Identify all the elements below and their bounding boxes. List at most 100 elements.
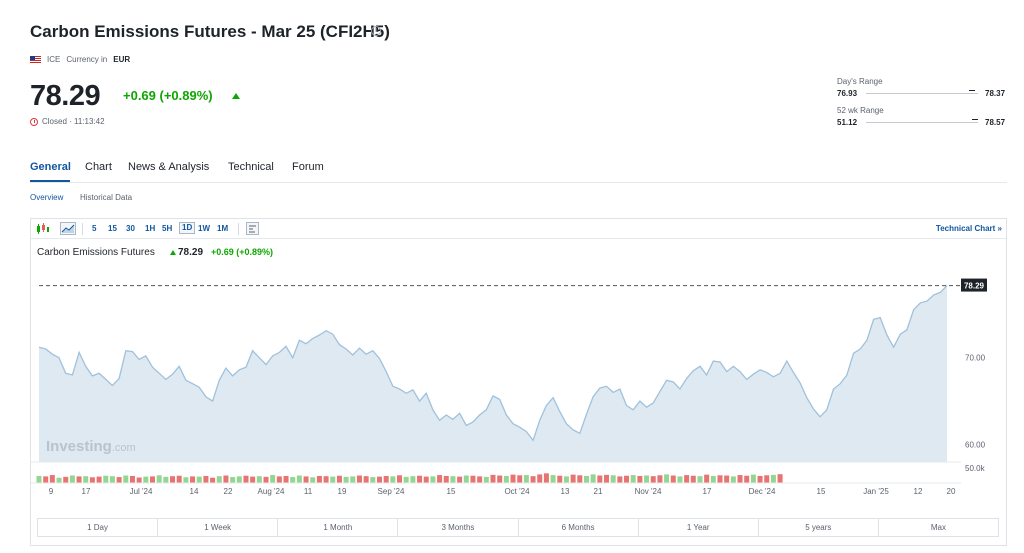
indicators-icon[interactable] xyxy=(246,222,259,235)
volume-bar xyxy=(103,476,108,483)
interval-1h[interactable]: 1H xyxy=(145,224,155,233)
x-tick-label: 14 xyxy=(190,487,199,496)
price-chart[interactable]: 78.29 70.00 60.00 50.0k 9 17 Jul '24 14 22 Aug '2… xyxy=(31,262,1006,502)
x-tick-label: Jul '24 xyxy=(130,487,153,496)
day-range-high: 78.37 xyxy=(985,89,1005,98)
volume-bar xyxy=(751,475,756,483)
volume-bar xyxy=(617,476,622,483)
x-tick-label: 21 xyxy=(594,487,603,496)
x-tick-label: 20 xyxy=(947,487,956,496)
volume-bar xyxy=(417,476,422,483)
x-tick-label: Jan '25 xyxy=(863,487,889,496)
volume-bar xyxy=(297,476,302,483)
tab-news-analysis[interactable]: News & Analysis xyxy=(128,161,209,173)
volume-bar xyxy=(264,477,269,483)
volume-bar xyxy=(137,478,142,484)
volume-bar xyxy=(491,475,496,483)
wk52-range-marker xyxy=(972,119,978,122)
currency-label: Currency in xyxy=(66,55,107,64)
chart-last-price: 78.29 xyxy=(178,247,203,258)
interval-1d[interactable]: 1D xyxy=(179,222,195,234)
volume-bar xyxy=(651,476,656,483)
range-1-month[interactable]: 1 Month xyxy=(278,519,398,536)
tab-chart[interactable]: Chart xyxy=(85,161,112,173)
volume-bar xyxy=(150,476,155,483)
volume-bar xyxy=(724,476,729,483)
volume-bar xyxy=(237,476,242,483)
x-tick-label: 17 xyxy=(82,487,91,496)
x-tick-label: 17 xyxy=(703,487,712,496)
volume-bar xyxy=(397,475,402,483)
info-icon[interactable]: i xyxy=(371,26,381,36)
subtab-overview[interactable]: Overview xyxy=(30,193,63,202)
volume-bar xyxy=(444,476,449,483)
currency-value: EUR xyxy=(113,55,130,64)
volume-bar xyxy=(731,476,736,483)
chart-price-change: +0.69 (+0.89%) xyxy=(211,247,273,257)
day-range-bar xyxy=(866,93,978,94)
technical-chart-link[interactable]: Technical Chart » xyxy=(936,224,1002,233)
volume-bar xyxy=(571,475,576,483)
interval-1m[interactable]: 1M xyxy=(217,224,228,233)
exchange-label: ICE xyxy=(47,55,60,64)
interval-1w[interactable]: 1W xyxy=(198,224,210,233)
volume-bar xyxy=(357,476,362,483)
volume-bar xyxy=(531,476,536,483)
interval-30[interactable]: 30 xyxy=(126,224,135,233)
candlestick-icon[interactable] xyxy=(36,223,50,235)
volume-bar xyxy=(83,476,88,483)
area-chart-icon[interactable] xyxy=(60,222,76,235)
subtab-historical-data[interactable]: Historical Data xyxy=(80,193,132,202)
volume-bar xyxy=(344,477,349,483)
volume-bar xyxy=(170,476,175,483)
volume-bar xyxy=(677,476,682,483)
range-max[interactable]: Max xyxy=(879,519,998,536)
interval-5h[interactable]: 5H xyxy=(162,224,172,233)
tab-technical[interactable]: Technical xyxy=(228,161,274,173)
x-tick-label: 15 xyxy=(817,487,826,496)
page-title: Carbon Emissions Futures - Mar 25 (CFI2H… xyxy=(30,22,390,42)
last-price: 78.29 xyxy=(30,80,100,113)
volume-bar xyxy=(584,476,589,483)
volume-bar xyxy=(564,476,569,483)
volume-bar xyxy=(290,477,295,483)
x-tick-label: 15 xyxy=(447,487,456,496)
x-tick-label: 9 xyxy=(49,487,54,496)
volume-bar xyxy=(697,476,702,483)
day-range-low: 76.93 xyxy=(837,89,857,98)
interval-5[interactable]: 5 xyxy=(92,224,96,233)
volume-bar xyxy=(778,474,783,483)
volume-bar xyxy=(37,476,42,483)
tab-forum[interactable]: Forum xyxy=(292,161,324,173)
range-1-week[interactable]: 1 Week xyxy=(158,519,278,536)
volume-bar xyxy=(190,476,195,483)
volume-bar xyxy=(597,476,602,483)
range-1-year[interactable]: 1 Year xyxy=(639,519,759,536)
time-range-selector: 1 Day 1 Week 1 Month 3 Months 6 Months 1… xyxy=(37,518,999,537)
interval-15[interactable]: 15 xyxy=(108,224,117,233)
volume-bar xyxy=(110,476,115,483)
tab-general[interactable]: General xyxy=(30,161,71,173)
volume-bar xyxy=(117,477,122,483)
range-1-day[interactable]: 1 Day xyxy=(38,519,158,536)
volume-bar xyxy=(744,476,749,483)
instrument-meta: ICE Currency in EUR xyxy=(30,55,130,64)
volume-bar xyxy=(410,476,415,483)
volume-bar xyxy=(711,476,716,483)
x-tick-label: Dec '24 xyxy=(749,487,776,496)
wk52-range-label: 52 wk Range xyxy=(837,106,884,115)
volume-bar xyxy=(217,476,222,483)
volume-bar xyxy=(591,474,596,483)
y-tick-label: 70.00 xyxy=(965,354,986,363)
volume-bar xyxy=(450,476,455,483)
clock-icon xyxy=(30,118,38,126)
wk52-range-high: 78.57 xyxy=(985,118,1005,127)
range-5-years[interactable]: 5 years xyxy=(759,519,879,536)
volume-bar xyxy=(577,475,582,483)
volume-bar xyxy=(157,475,162,483)
volume-bar xyxy=(284,476,289,483)
chart-instrument-name: Carbon Emissions Futures xyxy=(37,247,155,258)
range-6-months[interactable]: 6 Months xyxy=(519,519,639,536)
range-3-months[interactable]: 3 Months xyxy=(398,519,518,536)
volume-bar xyxy=(390,476,395,483)
